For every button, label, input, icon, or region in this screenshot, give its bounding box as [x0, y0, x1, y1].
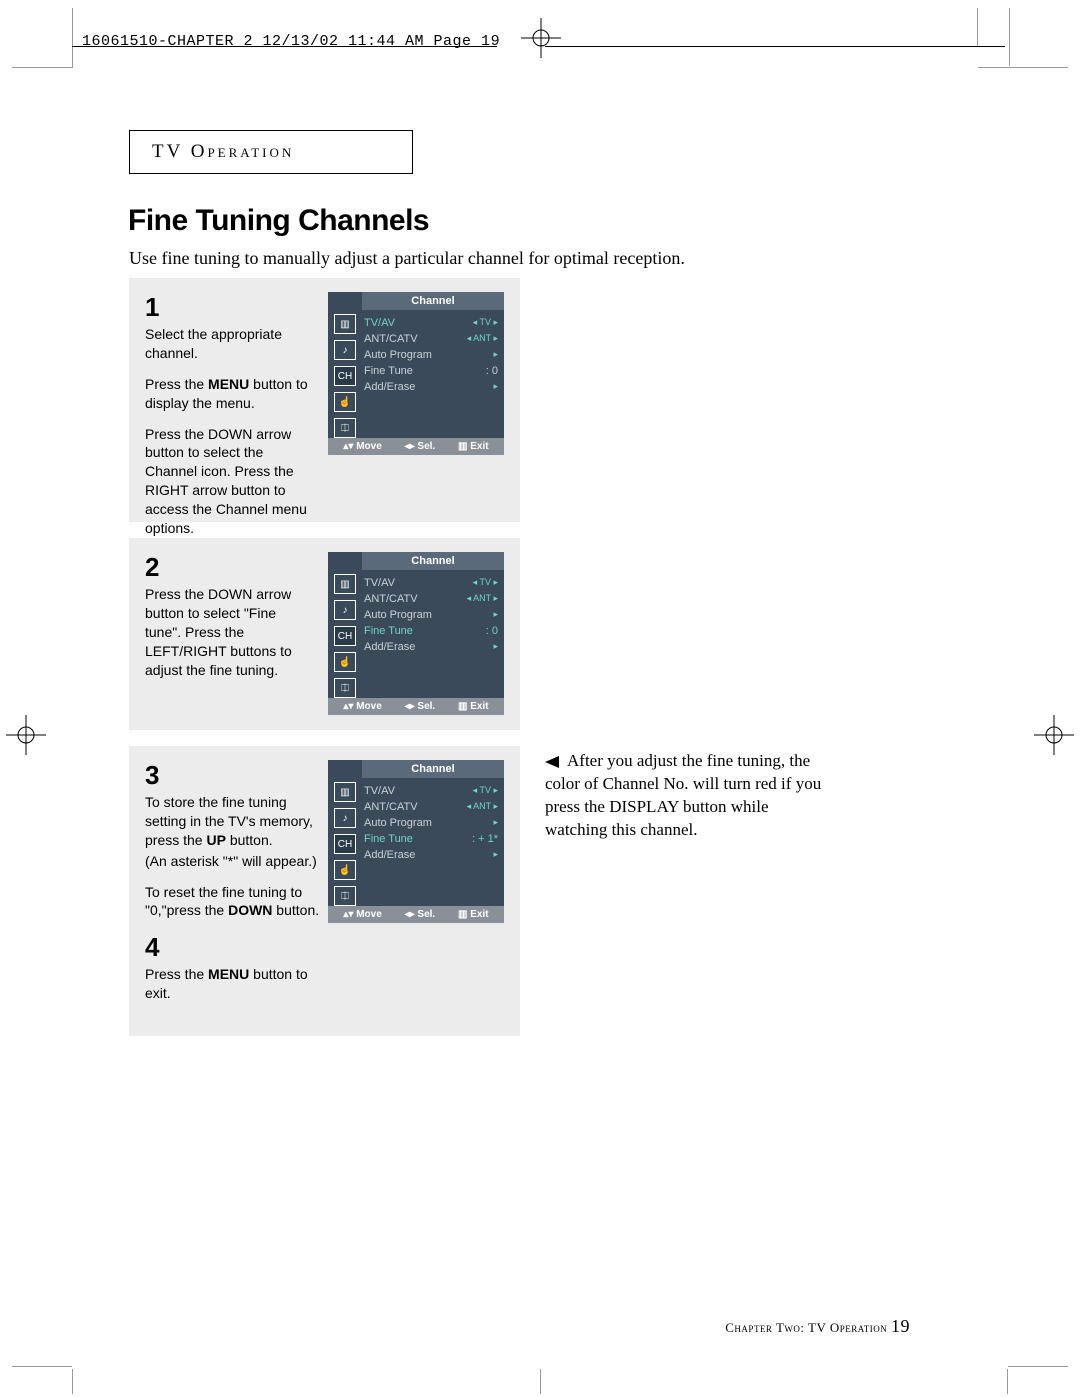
tv-menu: TV/AV◂ TV ▸ ANT/CATV◂ ANT ▸ Auto Program… [362, 310, 504, 438]
step-card-2: 2 Press the DOWN arrow button to select … [129, 538, 520, 730]
page-title: Fine Tuning Channels [128, 204, 429, 238]
tv-menu: TV/AV◂ TV ▸ ANT/CATV◂ ANT ▸ Auto Program… [362, 778, 504, 906]
crop-mark [977, 8, 978, 46]
cc-icon: ⎅ [334, 418, 356, 438]
tv-screenshot-1: Channel ▥ ♪ CH ☝ ⎅ TV/AV◂ TV ▸ ANT/CATV◂… [328, 292, 504, 455]
chapter-label: TV Operation [152, 141, 294, 163]
tv-screenshot-3: Channel ▥ ♪ CH ☝ ⎅ TV/AV◂ TV ▸ ANT/CATV◂… [328, 760, 504, 923]
picture-icon: ▥ [334, 574, 356, 594]
tv-footer: ▴▾ Move ◂▸ Sel. ▥ Exit [328, 698, 504, 715]
picture-icon: ▥ [334, 314, 356, 334]
tv-screenshot-2: Channel ▥ ♪ CH ☝ ⎅ TV/AV◂ TV ▸ ANT/CATV◂… [328, 552, 504, 715]
step-card-1: 1 Select the appropriate channel. Press … [129, 278, 520, 522]
step-text: Press the DOWN arrow button to select th… [145, 425, 315, 538]
crop-mark [978, 67, 1068, 68]
header-imprint: 16061510-CHAPTER 2 12/13/02 11:44 AM Pag… [82, 33, 500, 50]
cc-icon: ⎅ [334, 678, 356, 698]
tv-title: Channel [362, 760, 504, 778]
sound-icon: ♪ [334, 600, 356, 620]
function-icon: ☝ [334, 392, 356, 412]
picture-icon: ▥ [334, 782, 356, 802]
tv-icon-column: ▥ ♪ CH ☝ ⎅ [328, 778, 362, 906]
tv-footer: ▴▾ Move ◂▸ Sel. ▥ Exit [328, 438, 504, 455]
page-footer: Chapter Two: TV Operation 19 [725, 1316, 910, 1337]
page-number: 19 [891, 1316, 910, 1336]
header-rule [72, 46, 497, 47]
side-note: After you adjust the fine tuning, the co… [545, 750, 835, 842]
step-text: To store the fine tuning setting in the … [145, 793, 315, 850]
channel-icon: CH [334, 366, 356, 386]
footer-text: Chapter Two: TV Operation [725, 1320, 891, 1335]
step-text: Select the appropriate channel. [145, 325, 315, 363]
step-number: 4 [145, 932, 504, 963]
registration-target-icon [521, 18, 561, 58]
tv-icon-column: ▥ ♪ CH ☝ ⎅ [328, 310, 362, 438]
crop-mark [1009, 8, 1010, 66]
function-icon: ☝ [334, 860, 356, 880]
channel-icon: CH [334, 834, 356, 854]
step-text: Press the DOWN arrow button to select "F… [145, 585, 315, 679]
tv-icon-column: ▥ ♪ CH ☝ ⎅ [328, 570, 362, 698]
step-text: (An asterisk "*" will appear.) [145, 852, 330, 871]
crop-mark [1007, 1369, 1008, 1394]
tv-title: Channel [362, 552, 504, 570]
crop-mark [72, 1369, 73, 1394]
crop-mark [72, 8, 73, 68]
sound-icon: ♪ [334, 808, 356, 828]
registration-target-icon [1034, 715, 1074, 755]
tv-menu: TV/AV◂ TV ▸ ANT/CATV◂ ANT ▸ Auto Program… [362, 570, 504, 698]
step-text: Press the MENU button to display the men… [145, 375, 315, 413]
function-icon: ☝ [334, 652, 356, 672]
step-text: Press the MENU button to exit. [145, 965, 315, 1003]
crop-mark [1008, 1366, 1068, 1367]
side-note-text: After you adjust the fine tuning, the co… [545, 751, 821, 839]
channel-icon: CH [334, 626, 356, 646]
tv-title: Channel [362, 292, 504, 310]
sound-icon: ♪ [334, 340, 356, 360]
intro-text: Use fine tuning to manually adjust a par… [129, 248, 685, 269]
header-rule [545, 46, 1005, 47]
chapter-label-box: TV Operation [129, 130, 413, 174]
cc-icon: ⎅ [334, 886, 356, 906]
crop-mark [540, 1369, 541, 1394]
crop-mark [12, 1366, 72, 1367]
step-text: To reset the fine tuning to "0,"press th… [145, 883, 325, 921]
tv-footer: ▴▾ Move ◂▸ Sel. ▥ Exit [328, 906, 504, 923]
step-card-3-4: 3 To store the fine tuning setting in th… [129, 746, 520, 1036]
crop-mark [12, 67, 72, 68]
left-arrow-icon [545, 756, 559, 768]
registration-target-icon [6, 715, 46, 755]
